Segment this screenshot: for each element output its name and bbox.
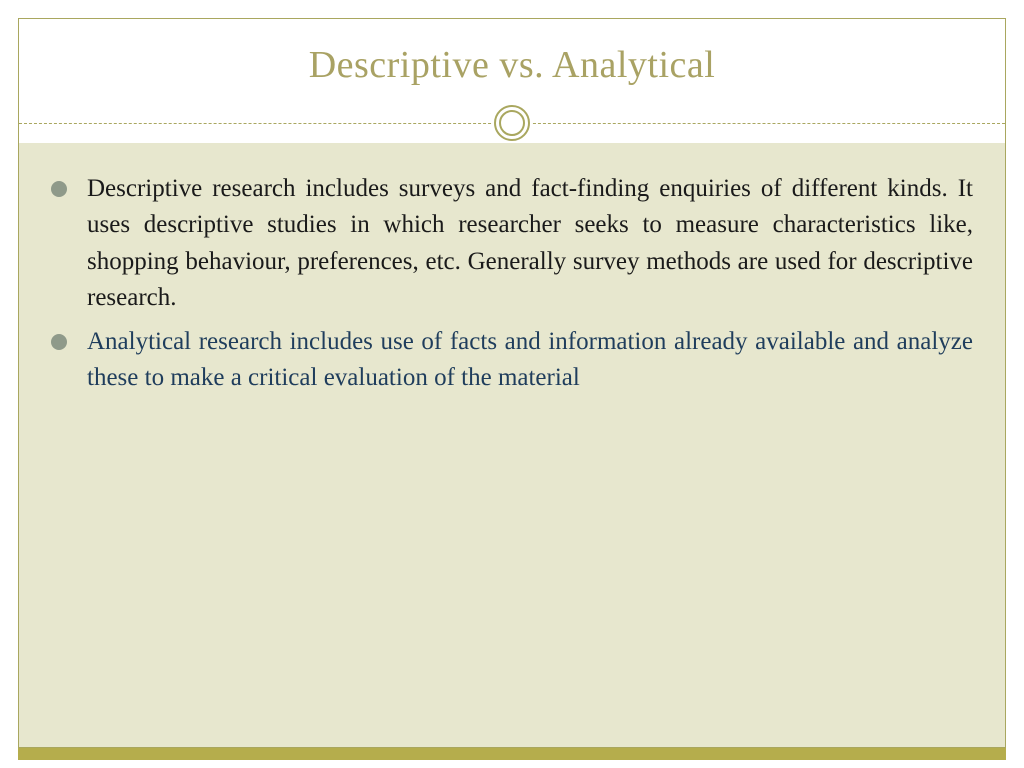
bullet-text: Analytical research includes use of fact… [87, 328, 973, 391]
bullet-list: Descriptive research includes surveys an… [51, 171, 973, 397]
ring-ornament-icon [492, 103, 532, 143]
body-area: Descriptive research includes surveys an… [19, 143, 1005, 747]
slide-frame: Descriptive vs. Analytical Descriptive r… [18, 18, 1006, 748]
bottom-accent-bar [18, 748, 1006, 760]
slide-title: Descriptive vs. Analytical [19, 43, 1005, 87]
bullet-icon [51, 334, 67, 350]
bullet-icon [51, 181, 67, 197]
divider [19, 103, 1005, 143]
list-item: Descriptive research includes surveys an… [51, 171, 973, 316]
bullet-text: Descriptive research includes surveys an… [87, 175, 973, 311]
slide: Descriptive vs. Analytical Descriptive r… [0, 0, 1024, 768]
title-area: Descriptive vs. Analytical [19, 19, 1005, 103]
list-item: Analytical research includes use of fact… [51, 324, 973, 397]
